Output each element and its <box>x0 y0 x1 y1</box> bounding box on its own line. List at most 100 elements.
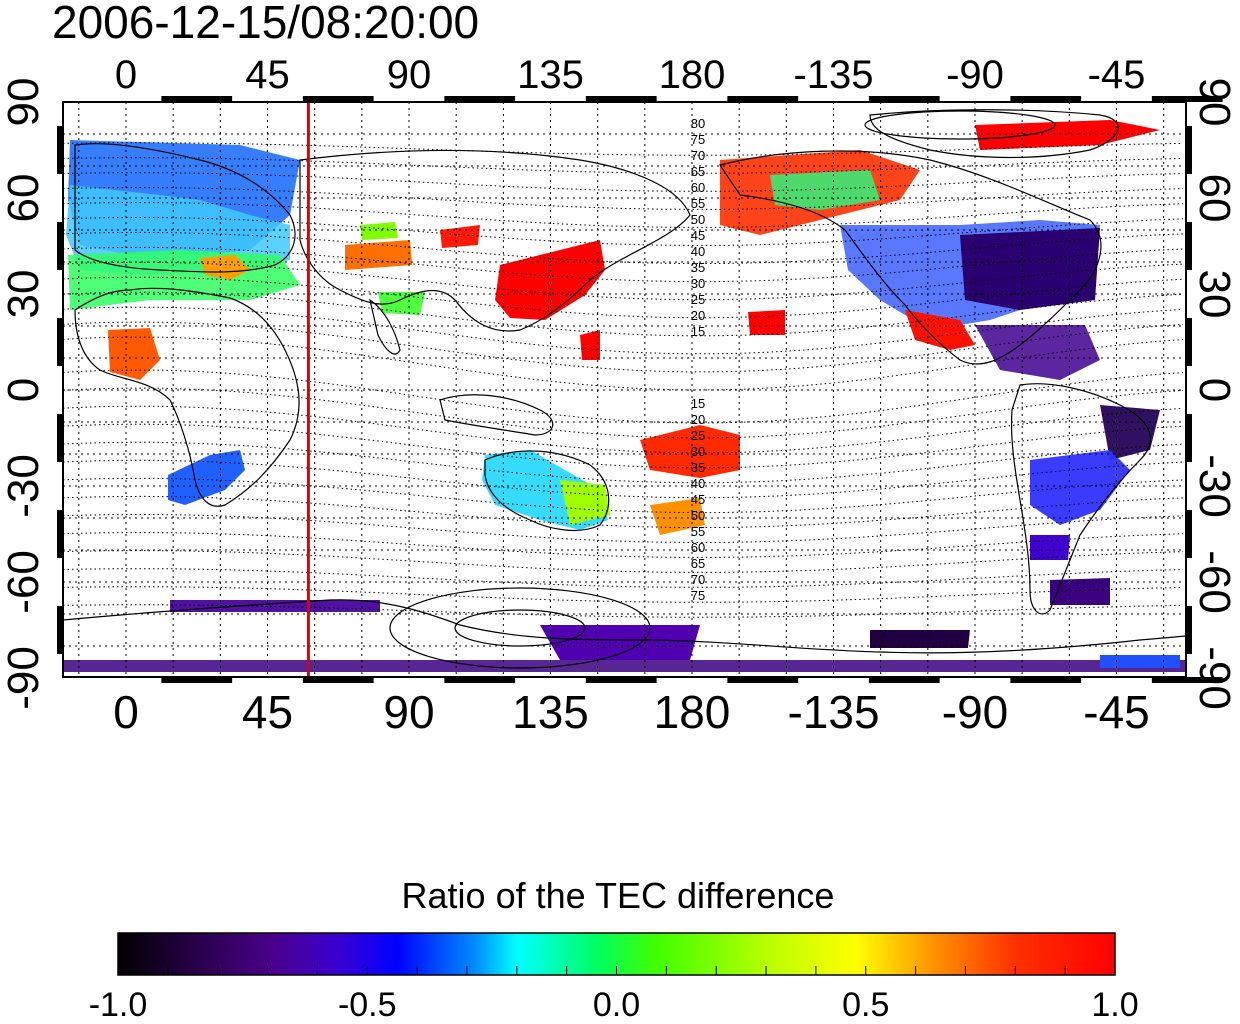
contour-south-pole <box>454 609 586 647</box>
axis-bar-bottom <box>727 677 799 683</box>
contour-label-north: 80 <box>691 116 705 131</box>
map-grid <box>63 102 1186 677</box>
coast-greenland <box>869 109 1119 159</box>
contour-label-south: 75 <box>691 588 705 603</box>
patch-asia-red <box>440 225 480 248</box>
top-lon-label: -135 <box>793 53 873 97</box>
patch-safrica <box>168 450 245 505</box>
magnetic-contour <box>63 321 1184 373</box>
patch-antarctic-2 <box>170 600 380 612</box>
contour-label-south: 30 <box>691 444 705 459</box>
contour-label-north: 40 <box>691 244 705 259</box>
axis-bar-left <box>57 414 63 462</box>
axis-bar-top <box>1010 96 1082 102</box>
coast-north-america <box>719 150 1102 365</box>
coast-india <box>369 298 401 355</box>
contour-label-south: 55 <box>691 524 705 539</box>
axis-bars <box>57 96 1223 683</box>
axis-bar-right <box>1186 126 1192 174</box>
patch-argentina <box>1030 535 1070 560</box>
axis-bar-top <box>1151 96 1223 102</box>
top-lon-label: -45 <box>1088 53 1146 97</box>
magnetic-contour <box>63 306 1184 355</box>
contour-label-south: 70 <box>691 572 705 587</box>
contour-label-north: 30 <box>691 276 705 291</box>
bottom-lon-labels: 0 45 90 135 180 -135 -90 -45 <box>113 686 1150 738</box>
patch-pacific-red <box>580 330 600 360</box>
contour-label-north: 60 <box>691 180 705 195</box>
top-lon-label: 135 <box>517 53 584 97</box>
left-lat-label: 0 <box>0 378 48 402</box>
bottom-lon-label: 135 <box>512 686 589 738</box>
axis-bar-left <box>57 318 63 366</box>
axis-bar-top <box>868 96 940 102</box>
magnetic-contours <box>63 142 1184 618</box>
bottom-lon-label: 45 <box>242 686 293 738</box>
contour-label-north: 20 <box>691 308 705 323</box>
top-lon-label: -90 <box>946 53 1004 97</box>
axis-bar-right <box>1186 510 1192 558</box>
patch-mexico <box>905 310 975 350</box>
axis-bar-bottom <box>868 677 940 683</box>
patch-hawaii <box>748 310 785 335</box>
right-lat-label: 30 <box>1190 270 1239 319</box>
map-content <box>63 102 1186 677</box>
axis-bar-right <box>1186 222 1192 270</box>
patch-india <box>378 292 425 315</box>
contour-label-north: 50 <box>691 212 705 227</box>
colorbar-tick-label: 1.0 <box>1091 986 1138 1024</box>
patch-spacific <box>640 425 740 478</box>
top-lon-label: 0 <box>115 53 137 97</box>
colorbar-tick-label: -1.0 <box>89 986 148 1024</box>
bottom-lon-label: 0 <box>113 686 139 738</box>
bottom-lon-label: 180 <box>654 686 731 738</box>
contour-label-south: 65 <box>691 556 705 571</box>
axis-bar-right <box>1186 318 1192 366</box>
contour-label-north: 25 <box>691 292 705 307</box>
patch-europe-orange <box>200 255 250 280</box>
left-lat-label: 30 <box>0 270 48 319</box>
magnetic-contour <box>63 387 1184 439</box>
magnetic-contour <box>63 441 1184 484</box>
left-lat-label: -90 <box>0 646 48 710</box>
patch-japan <box>495 240 605 320</box>
right-lat-label: -60 <box>1190 550 1239 614</box>
axis-bar-top <box>585 96 657 102</box>
patch-central-am <box>975 325 1100 380</box>
patch-wafrica <box>108 328 160 380</box>
contour-label-north: 70 <box>691 148 705 163</box>
axis-bar-top <box>302 96 374 102</box>
top-lon-label: 90 <box>387 53 432 97</box>
right-lat-label: 0 <box>1190 378 1239 402</box>
patch-usa-east <box>960 228 1100 310</box>
axis-bar-bottom <box>444 677 516 683</box>
bottom-lon-label: -90 <box>942 686 1008 738</box>
axis-bar-right <box>1186 414 1192 462</box>
contour-label-north: 35 <box>691 260 705 275</box>
axis-bar-top <box>444 96 516 102</box>
bottom-lon-label: 90 <box>383 686 434 738</box>
axis-bar-bottom <box>302 677 374 683</box>
right-lat-label: -30 <box>1190 454 1239 518</box>
contour-label-north: 55 <box>691 196 705 211</box>
coast-antarctica <box>63 599 1186 654</box>
coast-indonesia <box>439 394 554 436</box>
contour-label-south: 40 <box>691 476 705 491</box>
patch-antarctic-band <box>63 660 1186 672</box>
left-lat-label: 90 <box>0 78 48 127</box>
contour-label-north: 15 <box>691 324 705 339</box>
coast-europe <box>74 143 296 273</box>
right-lat-label: -90 <box>1190 646 1239 710</box>
magnetic-contour <box>63 291 1184 337</box>
contour-labels: 8075706560555045403530252015152025303540… <box>691 116 705 603</box>
right-lat-labels: 90 60 30 0 -30 -60 -90 <box>1190 78 1239 710</box>
coast-south-america <box>1010 383 1151 615</box>
magnetic-contour <box>63 336 1184 391</box>
axis-bar-left <box>57 126 63 174</box>
axis-bar-left <box>57 222 63 270</box>
axis-bar-left <box>57 510 63 558</box>
colorbar-tick-label: -0.5 <box>338 986 397 1024</box>
bottom-lon-label: -45 <box>1083 686 1149 738</box>
contour-label-north: 75 <box>691 132 705 147</box>
